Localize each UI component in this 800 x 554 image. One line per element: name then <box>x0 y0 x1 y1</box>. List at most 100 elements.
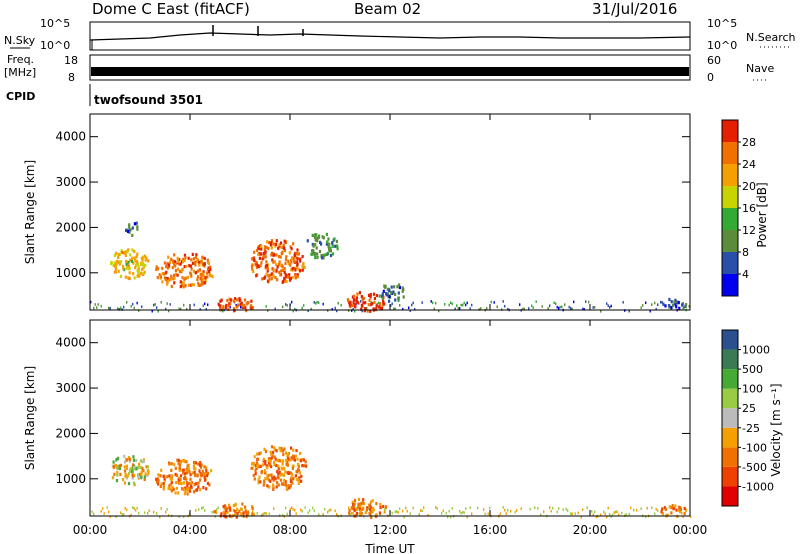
data-cell <box>651 506 653 509</box>
nsky-tick-bottom: 10^0 <box>40 39 70 52</box>
data-cell <box>654 301 656 305</box>
data-cell <box>301 306 303 310</box>
data-cell <box>245 302 248 306</box>
data-cell <box>294 307 296 311</box>
data-cell <box>305 464 308 468</box>
data-cell <box>412 301 414 305</box>
data-cell <box>162 487 165 491</box>
data-cell <box>604 512 606 516</box>
data-cell <box>364 510 367 515</box>
data-cell <box>196 488 199 492</box>
data-cell <box>325 242 328 246</box>
data-cell <box>272 483 275 487</box>
data-cell <box>405 506 407 510</box>
data-cell <box>272 487 275 491</box>
data-cell <box>329 249 332 253</box>
data-cell <box>442 509 444 513</box>
data-cell <box>255 461 259 465</box>
data-cell <box>678 507 682 511</box>
data-cell <box>189 484 193 488</box>
data-cell <box>356 292 359 296</box>
data-cell <box>371 301 374 306</box>
data-cell <box>219 304 222 308</box>
data-cell <box>299 259 302 263</box>
data-cell <box>137 475 140 479</box>
data-cell <box>252 512 255 516</box>
data-cell <box>487 512 489 516</box>
data-cell <box>200 260 203 264</box>
data-cell <box>255 248 259 252</box>
data-cell <box>213 509 216 514</box>
data-cell <box>297 464 300 468</box>
data-cell <box>168 260 172 264</box>
data-cell <box>182 468 185 472</box>
data-cell <box>197 283 200 287</box>
data-cell <box>222 505 225 509</box>
data-cell <box>294 474 297 478</box>
data-cell <box>304 506 306 509</box>
data-cell <box>116 471 119 475</box>
data-cell <box>167 263 171 267</box>
data-cell <box>274 276 277 280</box>
data-cell <box>504 304 506 308</box>
nsearch-label: N.Search <box>746 31 796 44</box>
data-cell <box>198 469 201 473</box>
nave-tick-bottom: 0 <box>707 71 714 84</box>
data-cell <box>263 469 266 473</box>
data-cell <box>133 276 136 280</box>
data-cell <box>205 308 207 311</box>
nsky-trace <box>89 32 691 41</box>
data-cell <box>187 486 190 491</box>
data-cell <box>147 511 149 515</box>
data-cell <box>484 512 486 516</box>
data-cell <box>441 512 443 515</box>
data-cell <box>207 261 210 265</box>
data-cell <box>273 475 276 479</box>
data-cell <box>207 266 210 270</box>
data-cell <box>236 511 239 516</box>
data-cell <box>141 257 144 261</box>
data-cell <box>529 507 531 511</box>
data-cell <box>90 300 92 304</box>
data-cell <box>379 502 382 506</box>
data-cell <box>261 514 263 517</box>
data-cell <box>114 267 117 271</box>
data-cell <box>168 309 170 313</box>
data-cell <box>232 504 235 508</box>
data-cell <box>115 458 118 462</box>
data-cell <box>382 289 385 293</box>
data-cell <box>203 281 207 285</box>
data-cell <box>139 459 143 463</box>
data-cell <box>171 260 175 264</box>
data-cell <box>289 458 292 462</box>
data-cell <box>559 305 561 309</box>
data-cell <box>130 513 132 517</box>
data-cell <box>124 472 127 476</box>
data-cell <box>229 508 232 512</box>
freq-tick-bottom: 8 <box>68 71 75 84</box>
data-cell <box>322 236 325 240</box>
data-cell <box>363 309 366 313</box>
y-tick-label: 2000 <box>55 426 86 440</box>
data-cell <box>282 305 284 309</box>
y-tick-label: 1000 <box>55 472 86 486</box>
data-cell <box>438 309 440 313</box>
data-cell <box>331 244 334 248</box>
data-cell <box>266 240 269 244</box>
data-cell <box>117 260 120 264</box>
data-cell <box>564 303 566 306</box>
data-cell <box>233 513 236 517</box>
data-cell <box>174 466 177 470</box>
data-cell <box>196 269 199 273</box>
data-cell <box>298 471 301 475</box>
data-cell <box>296 257 299 261</box>
data-cell <box>93 512 95 516</box>
data-cell <box>379 506 382 510</box>
data-cell <box>269 241 272 245</box>
data-cell <box>205 487 208 491</box>
colorbar-tick-label: 20 <box>742 180 756 193</box>
data-cell <box>393 307 395 311</box>
data-cell <box>173 463 176 467</box>
data-cell <box>236 305 239 309</box>
data-cell <box>302 458 305 462</box>
